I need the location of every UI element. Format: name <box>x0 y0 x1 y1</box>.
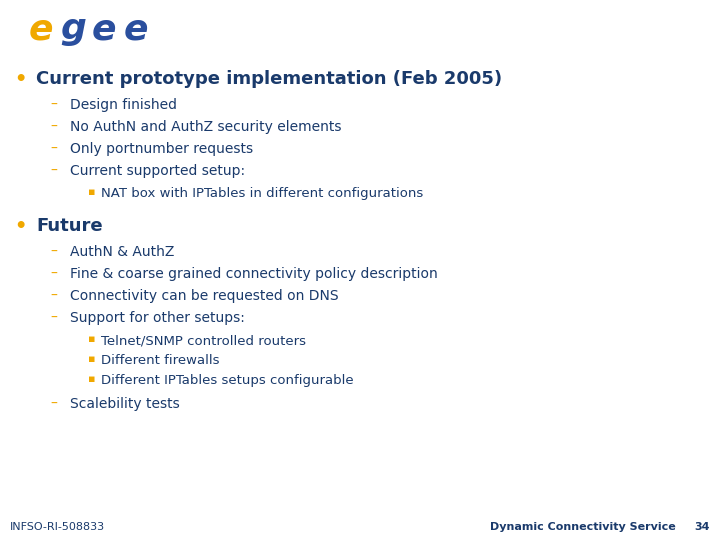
Text: Design finished: Design finished <box>70 98 177 112</box>
Text: e: e <box>92 12 117 46</box>
Text: e: e <box>124 12 148 46</box>
Text: –: – <box>50 289 57 303</box>
Text: Enabling Grids for E-scienceE: Enabling Grids for E-scienceE <box>216 44 349 53</box>
Text: –: – <box>50 164 57 178</box>
Text: Future: Future <box>36 217 103 235</box>
Text: Fine & coarse grained connectivity policy description: Fine & coarse grained connectivity polic… <box>70 267 438 281</box>
Text: ▪: ▪ <box>88 187 96 197</box>
Text: ▪: ▪ <box>88 354 96 364</box>
Text: e: e <box>29 12 53 46</box>
Text: Support for other setups:: Support for other setups: <box>70 311 245 325</box>
Text: INFSO-RI-508833: INFSO-RI-508833 <box>10 522 105 532</box>
Text: Only portnumber requests: Only portnumber requests <box>70 142 253 156</box>
Text: Present & Future: Present & Future <box>412 10 706 39</box>
Text: NAT box with IPTables in different configurations: NAT box with IPTables in different confi… <box>101 187 423 200</box>
Text: Telnet/SNMP controlled routers: Telnet/SNMP controlled routers <box>101 334 306 347</box>
Text: –: – <box>50 120 57 134</box>
Text: 34: 34 <box>695 522 710 532</box>
Text: Different firewalls: Different firewalls <box>101 354 220 367</box>
Text: •: • <box>14 70 27 89</box>
Text: •: • <box>14 217 27 236</box>
Text: –: – <box>50 98 57 112</box>
Text: ▪: ▪ <box>88 334 96 344</box>
Text: –: – <box>50 397 57 411</box>
Text: AuthN & AuthZ: AuthN & AuthZ <box>70 245 174 259</box>
Text: –: – <box>50 142 57 156</box>
Text: –: – <box>50 311 57 325</box>
Text: ▪: ▪ <box>88 374 96 384</box>
Text: g: g <box>60 12 86 46</box>
Text: No AuthN and AuthZ security elements: No AuthN and AuthZ security elements <box>70 120 341 134</box>
Text: Connectivity can be requested on DNS: Connectivity can be requested on DNS <box>70 289 338 303</box>
Text: Dynamic Connectivity Service: Dynamic Connectivity Service <box>490 522 676 532</box>
Text: Current prototype implementation (Feb 2005): Current prototype implementation (Feb 20… <box>36 70 502 88</box>
Text: Scalebility tests: Scalebility tests <box>70 397 180 411</box>
Text: –: – <box>50 267 57 281</box>
Text: Current supported setup:: Current supported setup: <box>70 164 245 178</box>
Circle shape <box>0 0 601 73</box>
Text: –: – <box>50 245 57 259</box>
Text: Different IPTables setups configurable: Different IPTables setups configurable <box>101 374 354 387</box>
